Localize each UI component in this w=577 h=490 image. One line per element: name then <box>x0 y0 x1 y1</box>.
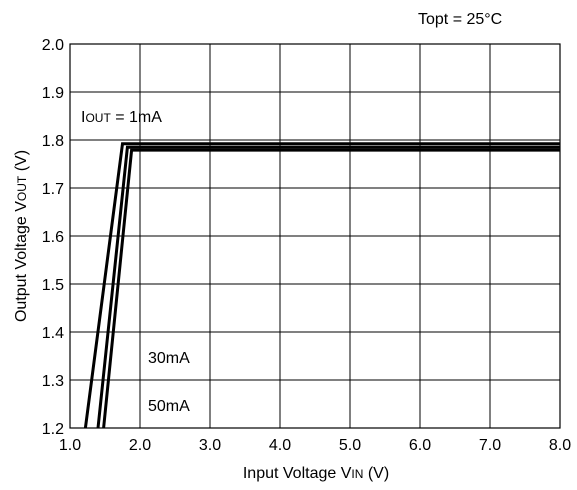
series-label-50mA: 50mA <box>148 398 190 415</box>
series-line-50mA <box>102 148 560 429</box>
series-layer <box>83 142 560 429</box>
x-tick-label: 2.0 <box>129 437 151 454</box>
y-axis-title-main: Output Voltage V <box>13 201 30 322</box>
tick-labels: 1.0 2.0 3.0 4.0 5.0 6.0 7.0 8.0 1.2 1.3 1.4 1.5 1.6 1… <box>42 37 571 454</box>
x-tick-label: 6.0 <box>409 437 431 454</box>
grid <box>70 44 560 428</box>
y-tick-label: 1.3 <box>42 373 64 390</box>
y-axis-title-unit: (V) <box>13 150 30 176</box>
y-axis-title: Output Voltage VOUT (V) <box>13 150 30 322</box>
x-axis-title: Input Voltage VIN (V) <box>243 465 389 482</box>
series-label-prefix: I <box>81 109 85 126</box>
x-tick-label: 8.0 <box>549 437 571 454</box>
plot-frame <box>69 43 561 429</box>
y-tick-label: 1.9 <box>42 85 64 102</box>
series-label-1mA: IOUT = 1mA <box>81 109 162 126</box>
condition-label: Topt = 25°C <box>418 11 502 28</box>
series-line-30mA <box>96 145 560 429</box>
x-tick-label: 3.0 <box>199 437 221 454</box>
x-tick-label: 5.0 <box>339 437 361 454</box>
y-tick-label: 1.5 <box>42 277 64 294</box>
x-axis-title-unit: (V) <box>363 465 389 482</box>
x-tick-label: 1.0 <box>59 437 81 454</box>
y-tick-label: 1.2 <box>42 421 64 438</box>
series-label-sub: OUT <box>85 111 111 125</box>
series-label-suffix: = <box>111 109 129 126</box>
series-label-30mA: 30mA <box>148 350 190 367</box>
y-tick-label: 1.8 <box>42 133 64 150</box>
series-line-1mA <box>83 142 560 429</box>
series-label-value: 1mA <box>129 109 162 126</box>
y-tick-label: 1.6 <box>42 229 64 246</box>
y-axis-title-sub: OUT <box>15 175 29 201</box>
y-tick-label: 1.7 <box>42 181 64 198</box>
x-tick-label: 4.0 <box>269 437 291 454</box>
x-axis-title-main: Input Voltage V <box>243 465 352 482</box>
y-tick-label: 2.0 <box>42 37 64 54</box>
x-tick-label: 7.0 <box>479 437 501 454</box>
y-tick-label: 1.4 <box>42 325 64 342</box>
x-axis-title-sub: IN <box>351 467 363 481</box>
